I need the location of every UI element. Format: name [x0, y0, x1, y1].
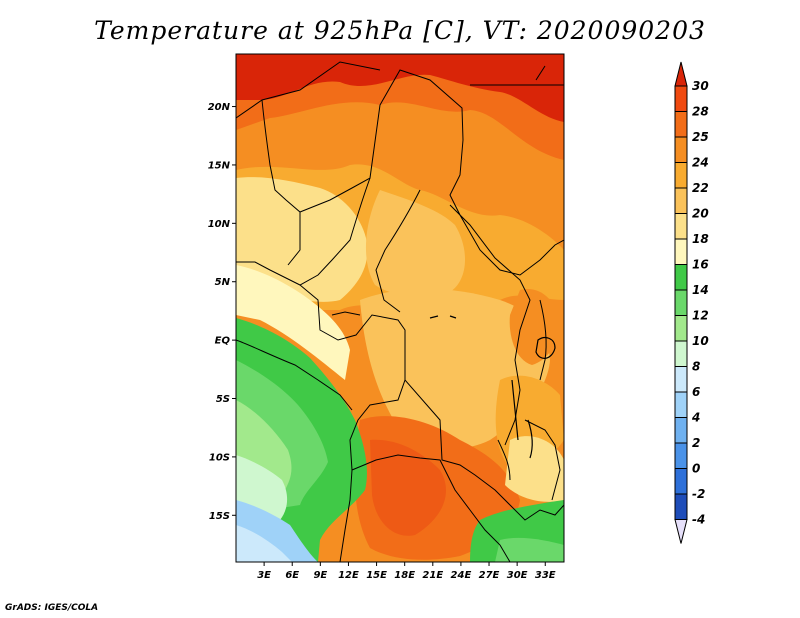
- colorbar-segment: [674, 366, 688, 393]
- lat-tick-label: 10S: [209, 452, 230, 463]
- lon-tick-label: 21E: [422, 570, 443, 581]
- colorbar-segment: [674, 340, 688, 367]
- colorbar-segment: [674, 315, 688, 342]
- colorbar-label: 6: [692, 385, 700, 399]
- temperature-field: [236, 54, 564, 562]
- colorbar-label: 8: [692, 360, 700, 374]
- colorbar-label: 0: [692, 462, 700, 476]
- grads-credit: GrADS: IGES/COLA: [5, 603, 99, 613]
- colorbar-label: 22: [692, 181, 709, 195]
- colorbar-label: 25: [692, 130, 709, 144]
- colorbar-segment: [674, 468, 688, 495]
- lon-tick-label: 33E: [535, 570, 556, 581]
- colorbar-segment: [674, 85, 688, 112]
- colorbar-label: 12: [692, 309, 709, 323]
- lat-tick-label: 5S: [216, 394, 230, 405]
- colorbar-segment: [674, 417, 688, 444]
- lon-tick-label: 18E: [394, 570, 415, 581]
- longitude-axis: 3E 6E 9E 12E 15E 18E 21E 24E 27E 30E 33E: [257, 562, 556, 581]
- lon-tick-label: 9E: [313, 570, 327, 581]
- lat-tick-label: 10N: [208, 219, 231, 230]
- colorbar-segment: [674, 493, 688, 520]
- colorbar-segment: [674, 111, 688, 138]
- colorbar-segment: [674, 187, 688, 214]
- colorbar-label: 28: [692, 105, 709, 119]
- colorbar-segment: [674, 442, 688, 469]
- lat-tick-label: EQ: [215, 336, 231, 347]
- colorbar-label: -4: [692, 513, 705, 527]
- lon-tick-label: 3E: [257, 570, 271, 581]
- colorbar-bottom-arrow: [674, 519, 688, 544]
- lon-tick-label: 6E: [285, 570, 299, 581]
- colorbar-segment: [674, 289, 688, 316]
- lon-tick-label: 12E: [338, 570, 359, 581]
- colorbar-segment: [674, 238, 688, 265]
- colorbar-label: -2: [692, 487, 705, 501]
- latitude-axis: 20N 15N 10N 5N EQ 5S 10S 15S: [208, 102, 236, 522]
- colorbar-label: 24: [692, 156, 709, 170]
- lakes: [429, 315, 556, 459]
- colorbar-label: 14: [692, 283, 709, 297]
- colorbar-segment: [674, 162, 688, 189]
- colorbar-label: 16: [692, 258, 709, 272]
- colorbar-segment: [674, 136, 688, 163]
- lon-tick-label: 24E: [451, 570, 472, 581]
- map-frame: [235, 53, 565, 563]
- colorbar-segment: [674, 264, 688, 291]
- colorbar-label: 30: [692, 79, 709, 93]
- colorbar-label: 2: [692, 436, 700, 450]
- colorbar-label: 10: [692, 334, 709, 348]
- map-title: Temperature at 925hPa [C], VT: 202009020…: [94, 16, 706, 45]
- lat-tick-label: 15S: [209, 511, 230, 522]
- colorbar-segment: [674, 213, 688, 240]
- colorbar-label: 4: [691, 411, 700, 425]
- lon-tick-label: 27E: [479, 570, 500, 581]
- colorbar-label: 18: [692, 232, 709, 246]
- colorbar-label: 20: [692, 207, 709, 221]
- lon-tick-label: 15E: [366, 570, 387, 581]
- country-borders: [236, 61, 564, 562]
- colorbar-segment: [674, 391, 688, 418]
- lat-tick-label: 5N: [215, 277, 231, 288]
- lat-tick-label: 15N: [208, 160, 231, 171]
- lon-tick-label: 30E: [507, 570, 528, 581]
- colorbar-top-arrow: [674, 61, 688, 87]
- lat-tick-label: 20N: [208, 102, 231, 113]
